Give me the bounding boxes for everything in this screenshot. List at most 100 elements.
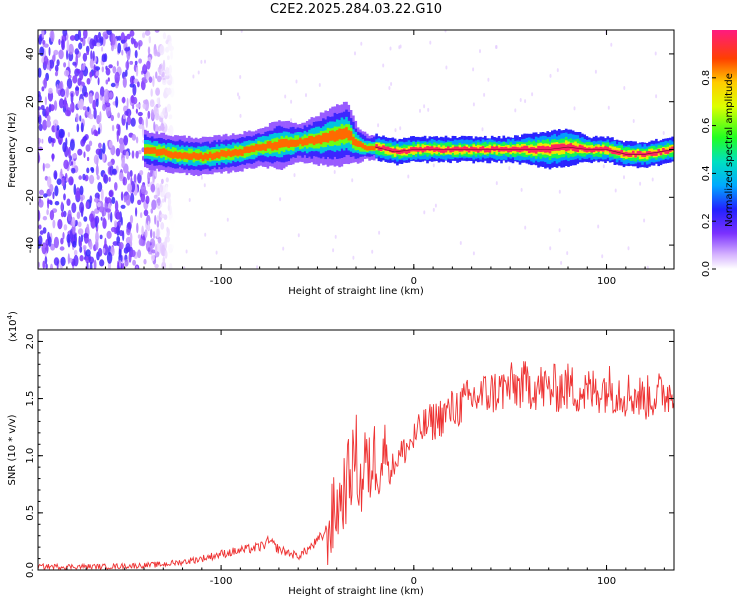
spectrogram-ridge-segment <box>490 146 494 151</box>
spectrogram-noise-blob <box>130 249 136 258</box>
spectrogram-ridge-segment <box>412 147 415 152</box>
spectrogram-speckle <box>610 42 613 47</box>
spectrogram-noise-blob <box>141 119 144 127</box>
spectrogram-speckle <box>524 99 527 104</box>
spectrogram-speckle <box>297 233 300 238</box>
spectrogram-noise-blob <box>83 135 87 142</box>
spectrogram-noise-blob <box>166 88 172 95</box>
spectrogram-noise-blob <box>118 242 124 250</box>
spectrogram-noise-blob <box>126 97 129 110</box>
snr-y-ticks: 0.0 0.5 1.0 1.5 2.0 <box>25 333 674 578</box>
spectrogram-speckle <box>240 30 243 33</box>
spectrogram-noise-blob <box>89 38 95 50</box>
spectrogram-speckle <box>226 217 229 222</box>
snr-y-exponent-close: ) <box>8 311 19 315</box>
spectrogram-noise-blob <box>168 45 174 52</box>
spectrogram-ridge-segment <box>352 136 355 145</box>
spectrogram-speckle <box>377 123 380 128</box>
spectrogram-ridge-segment <box>560 143 563 150</box>
spectrogram-noise-blob <box>48 87 53 94</box>
spectrogram-noise-blob <box>162 79 167 86</box>
spectrogram-noise-blob <box>155 87 161 96</box>
spectrogram-noise-blob <box>66 233 71 244</box>
spectrogram-noise-blob <box>112 168 117 175</box>
spectrogram-ridge-segment <box>407 148 411 154</box>
spectrogram-noise-blob <box>42 227 47 234</box>
spectrogram-ridge-segment <box>312 137 316 146</box>
spectrogram-noise-blob <box>78 175 82 180</box>
spectrogram-noise-blob <box>147 110 151 119</box>
spectrogram-noise-blob <box>102 31 108 38</box>
spectrogram-ridge-segment <box>178 151 182 159</box>
spectrogram-noise-blob <box>153 48 158 57</box>
spectrogram-noise-blob <box>68 146 71 159</box>
spectrogram-ridge-segment <box>310 135 314 144</box>
spectrogram-noise-blob <box>95 71 100 77</box>
spectrogram-noise-blob <box>152 231 156 239</box>
spectrogram-speckle <box>558 189 561 194</box>
spectrogram-y-tick-label: -20 <box>25 189 36 205</box>
spectrogram-noise-blob <box>102 217 106 226</box>
spectrogram-ridge-segment <box>144 147 147 155</box>
spectrogram-ridge-segment <box>275 142 279 151</box>
spectrogram-noise-blob <box>63 193 66 201</box>
spectrogram-noise-blob <box>116 236 121 243</box>
snr-x-tick-label: 100 <box>597 576 616 587</box>
spectrogram-noise-blob <box>161 261 167 269</box>
spectrogram-noise-blob <box>127 183 133 193</box>
spectrogram-noise-blob <box>164 250 168 259</box>
spectrogram-noise-blob <box>89 174 95 185</box>
spectrogram-ridge-segment <box>453 146 457 151</box>
spectrogram-ridge-segment <box>282 139 286 148</box>
spectrogram-speckle <box>483 92 486 97</box>
spectrogram-ridge-segment <box>329 130 332 141</box>
spectrogram-ridge-segment <box>657 149 660 154</box>
spectrogram-noise-blob <box>42 119 48 131</box>
spectrogram-noise-blob <box>73 254 79 267</box>
spectrogram-noise-blob <box>143 209 149 217</box>
spectrogram-noise-blob <box>146 181 151 187</box>
spectrogram-noise-blob <box>110 226 116 233</box>
spectrogram-noise-blob <box>145 117 148 128</box>
spectrogram-noise-blob <box>75 86 80 91</box>
spectrogram-noise-blob <box>54 123 57 134</box>
spectrogram-noise-blob <box>66 86 69 98</box>
spectrogram-speckle <box>472 102 475 107</box>
spectrogram-noise-blob <box>166 191 172 199</box>
spectrogram-noise-blob <box>106 230 112 239</box>
spectrogram-ridge-segment <box>356 140 360 147</box>
spectrogram-ridge-segment <box>391 148 395 153</box>
spectrogram-speckle <box>560 260 563 265</box>
spectrogram-noise-blob <box>162 59 166 72</box>
spectrogram-noise-blob <box>54 201 60 206</box>
spectrogram-speckle <box>378 230 381 235</box>
spectrogram-ridge-segment <box>162 148 166 155</box>
spectrogram-noise-blob <box>106 30 112 36</box>
spectrogram-noise-blob <box>86 78 91 85</box>
spectrogram-ridge-segment <box>467 148 471 153</box>
spectrogram-speckle <box>597 224 600 229</box>
spectrogram-noise-blob <box>120 39 126 44</box>
spectrogram-noise-blob <box>132 259 137 266</box>
spectrogram-noise-blob <box>150 109 154 119</box>
spectrogram-noise-blob <box>129 170 133 177</box>
spectrogram-noise-blob <box>108 91 113 99</box>
spectrogram-noise-blob <box>135 136 139 144</box>
spectrogram-noise-blob <box>135 150 139 159</box>
spectrogram-ridge-segment <box>393 149 397 157</box>
spectrogram-speckle <box>429 40 432 45</box>
spectrogram-ridge-segment <box>347 130 351 141</box>
spectrogram-noise-blob <box>136 222 139 234</box>
spectrogram-speckle <box>200 59 203 64</box>
spectrogram-noise-blob <box>77 100 81 109</box>
spectrogram-noise-blob <box>155 186 158 198</box>
spectrogram-noise-blob <box>139 170 144 176</box>
spectrogram-noise-blob <box>129 232 133 243</box>
spectrogram-speckle <box>549 73 552 78</box>
colorbar-tick-label: 0.8 <box>701 70 712 86</box>
spectrogram-ridge-segment <box>289 139 293 147</box>
spectrogram-noise-blob <box>95 231 99 243</box>
spectrogram-speckle <box>639 181 642 186</box>
spectrogram-ridge-segment <box>393 148 397 153</box>
spectrogram-noise-blob <box>157 197 161 206</box>
